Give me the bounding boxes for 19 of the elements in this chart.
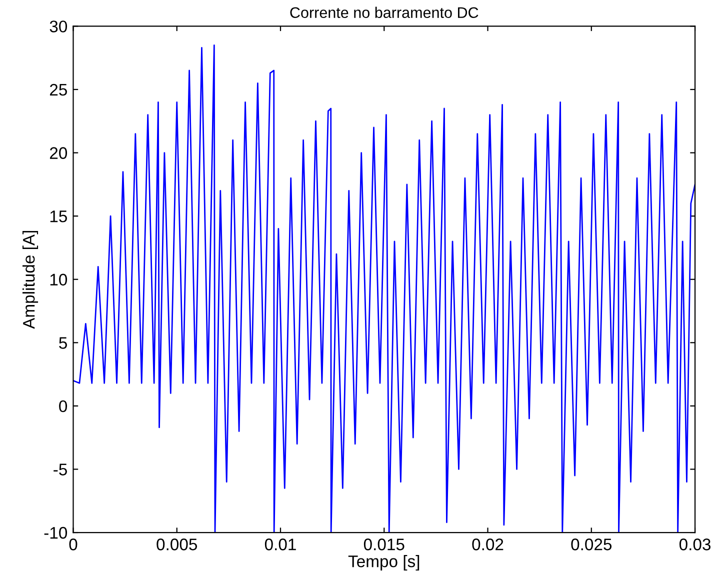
y-tick-label: 15 <box>50 210 67 222</box>
x-tick-label: 0.025 <box>571 538 612 550</box>
x-tick-label: 0.02 <box>472 538 504 550</box>
y-tick-label: 5 <box>59 337 67 349</box>
y-tick-label: 0 <box>59 400 68 412</box>
y-tick-label: -5 <box>54 464 67 476</box>
y-tick-label: 30 <box>50 20 68 32</box>
x-tick-label: 0.015 <box>364 538 404 550</box>
x-tick-label: 0 <box>69 538 78 550</box>
y-axis-title: Amplitude [A] <box>22 230 38 329</box>
y-tick-label: 20 <box>50 147 68 159</box>
x-tick-label: 0.005 <box>156 538 198 550</box>
y-tick-label: 25 <box>50 84 67 96</box>
x-axis-title: Tempo [s] <box>348 555 420 571</box>
x-tick-label: 0.01 <box>264 538 296 550</box>
chart-title: Corrente no barramento DC <box>290 6 478 18</box>
y-tick-label: 10 <box>50 274 68 286</box>
x-tick-label: 0.03 <box>679 538 711 550</box>
y-tick-label: -10 <box>44 526 68 539</box>
